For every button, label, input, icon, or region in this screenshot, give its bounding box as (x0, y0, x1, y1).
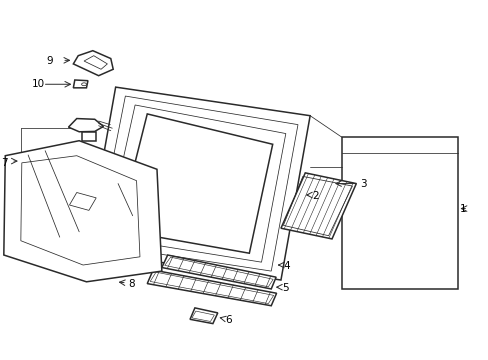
Text: 5: 5 (282, 283, 288, 293)
Polygon shape (81, 132, 96, 141)
Text: 1: 1 (459, 203, 466, 213)
Polygon shape (73, 80, 88, 88)
Polygon shape (281, 173, 356, 239)
Text: 4: 4 (283, 261, 289, 271)
Text: 9: 9 (46, 57, 53, 66)
Text: 10: 10 (31, 79, 44, 89)
Polygon shape (73, 51, 113, 76)
Ellipse shape (81, 83, 86, 86)
Polygon shape (190, 308, 217, 324)
Text: 3: 3 (360, 179, 366, 189)
Text: 7: 7 (1, 158, 8, 168)
Polygon shape (147, 270, 276, 306)
Polygon shape (162, 255, 276, 289)
Polygon shape (341, 137, 458, 289)
Text: 8: 8 (127, 279, 134, 289)
Polygon shape (4, 141, 162, 282)
Text: 2: 2 (312, 191, 319, 201)
Text: 6: 6 (224, 315, 231, 325)
Polygon shape (68, 118, 103, 132)
Polygon shape (21, 153, 60, 169)
Polygon shape (86, 87, 309, 280)
